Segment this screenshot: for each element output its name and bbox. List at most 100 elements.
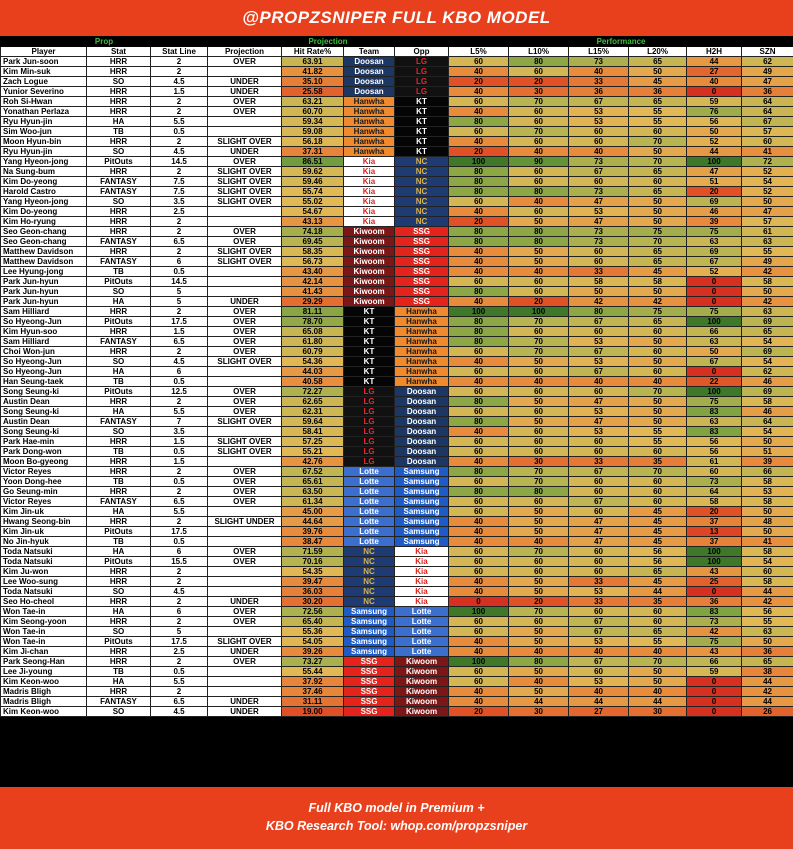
szn-cell: 60 [741,566,793,577]
hit-rate-cell: 62.65 [281,396,345,407]
l5-cell: 80 [448,336,510,347]
hit-rate-cell: 19.00 [281,706,345,717]
table-row: Victor Reyes HRR 2 OVER 67.52 Lotte Samsung 80 7… [0,466,793,477]
projection-cell [207,536,283,547]
h2h-cell: 100 [686,556,743,567]
stat-cell: FANTASY [86,696,151,707]
player-cell: Sam Hilliard [0,336,87,347]
opp-cell: LG [394,56,450,67]
player-cell: Na Sung-bum [0,166,87,177]
opp-cell: KT [394,146,450,157]
l5-cell: 60 [448,276,510,287]
h2h-cell: 42 [686,626,743,637]
player-cell: Matthew Davidson [0,256,87,267]
l5-cell: 40 [448,356,510,367]
team-cell: KT [343,316,396,327]
l10-cell: 60 [508,566,570,577]
l5-cell: 40 [448,86,510,97]
szn-cell: 42 [741,296,793,307]
l5-cell: 60 [448,546,510,557]
h2h-cell: 25 [686,576,743,587]
opp-cell: Samsung [394,526,450,537]
column-header: Hit Rate% [281,46,345,57]
stat-line-cell: 6.5 [149,236,209,247]
szn-cell: 44 [741,676,793,687]
table-row: Kim Ho-ryung HRR 2 43.13 Kia NC 20 50 47 50 39 57 [0,216,793,227]
team-cell: Doosan [343,86,396,97]
team-cell: Lotte [343,496,396,507]
stat-line-cell: 2.5 [149,206,209,217]
group-header: Projection [207,36,450,47]
stat-line-cell: 6.5 [149,336,209,347]
team-cell: NC [343,596,396,607]
hit-rate-cell: 63.91 [281,56,345,67]
szn-cell: 47 [741,206,793,217]
team-cell: NC [343,576,396,587]
team-cell: LG [343,456,396,467]
l5-cell: 80 [448,116,510,127]
opp-cell: NC [394,176,450,187]
stat-line-cell: 2 [149,656,209,667]
column-header: Team [343,46,396,57]
stat-line-cell: 2 [149,396,209,407]
l20-cell: 75 [628,226,688,237]
szn-cell: 54 [741,426,793,437]
stat-cell: PitOuts [86,276,151,287]
l5-cell: 60 [448,666,510,677]
projection-cell: UNDER [207,86,283,97]
opp-cell: KT [394,106,450,117]
stat-line-cell: 0.5 [149,536,209,547]
l15-cell: 60 [568,176,630,187]
team-cell: LG [343,446,396,457]
team-cell: Kiwoom [343,276,396,287]
h2h-cell: 59 [686,666,743,677]
player-cell: Ryu Hyun-jin [0,116,87,127]
l20-cell: 40 [628,376,688,387]
szn-cell: 47 [741,76,793,87]
projection-cell: UNDER [207,646,283,657]
stat-line-cell: 6.5 [149,496,209,507]
player-cell: Harold Castro [0,186,87,197]
l15-cell: 60 [568,126,630,137]
l5-cell: 80 [448,326,510,337]
l15-cell: 47 [568,416,630,427]
l20-cell: 50 [628,676,688,687]
opp-cell: SSG [394,256,450,267]
stat-cell: FANTASY [86,496,151,507]
szn-cell: 46 [741,376,793,387]
szn-cell: 58 [741,476,793,487]
stat-cell: HRR [86,96,151,107]
opp-cell: KT [394,126,450,137]
l5-cell: 60 [448,446,510,457]
l20-cell: 50 [628,666,688,677]
table-row: Lee Hyung-jong TB 0.5 43.40 Kiwoom SSG 40 40 33 4… [0,266,793,277]
l5-cell: 40 [448,426,510,437]
projection-cell: UNDER [207,696,283,707]
l20-cell: 55 [628,116,688,127]
l5-cell: 40 [448,106,510,117]
l20-cell: 45 [628,536,688,547]
team-cell: KT [343,326,396,337]
stat-line-cell: 14.5 [149,276,209,287]
l15-cell: 73 [568,226,630,237]
l5-cell: 80 [448,186,510,197]
szn-cell: 62 [741,366,793,377]
team-cell: Kiwoom [343,266,396,277]
column-header: Projection [207,46,283,57]
projection-cell: OVER [207,486,283,497]
player-cell: So Hyeong-Jun [0,366,87,377]
team-cell: Kiwoom [343,296,396,307]
player-cell: Park Jun-hyun [0,296,87,307]
szn-cell: 38 [741,666,793,677]
projection-cell: OVER [207,156,283,167]
l10-cell: 60 [508,386,570,397]
l5-cell: 60 [448,196,510,207]
l10-cell: 70 [508,546,570,557]
table-row: Seo Ho-cheol HRR 2 UNDER 30.20 NC Kia 0 20 33 35 36… [0,596,793,607]
szn-cell: 67 [741,116,793,127]
szn-cell: 61 [741,226,793,237]
stat-cell: HRR [86,436,151,447]
l20-cell: 65 [628,56,688,67]
l20-cell: 75 [628,306,688,317]
